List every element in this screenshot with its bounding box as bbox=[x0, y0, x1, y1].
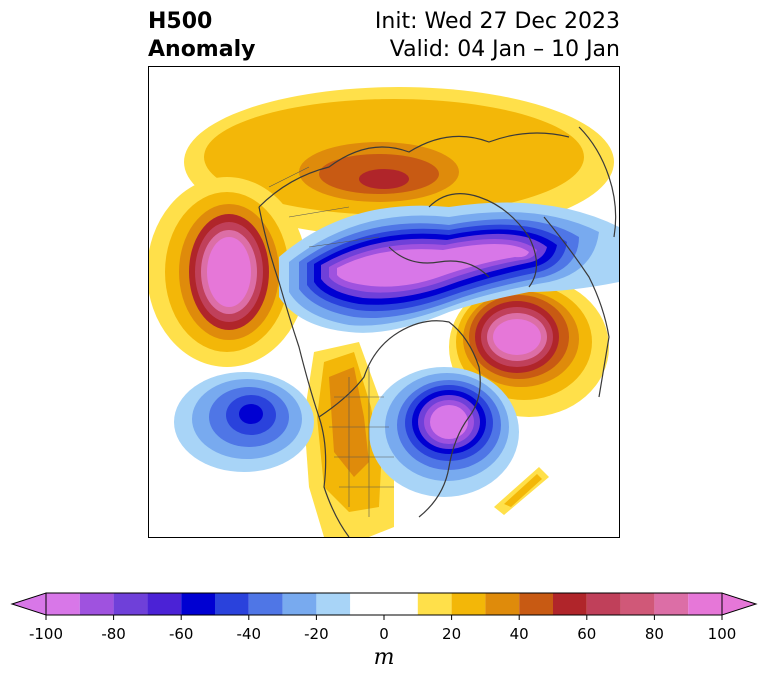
colorbar-segment bbox=[417, 593, 452, 615]
colorbar-segment bbox=[519, 593, 553, 615]
valid-range: Valid: 04 Jan – 10 Jan bbox=[389, 37, 620, 62]
init-time: Init: Wed 27 Dec 2023 bbox=[374, 9, 620, 34]
title-variable: H500 bbox=[148, 9, 213, 34]
trough-eastern-us bbox=[369, 367, 519, 497]
colorbar bbox=[10, 592, 758, 620]
ridge-pacific bbox=[149, 177, 307, 367]
colorbar-tick-label: -20 bbox=[304, 625, 329, 643]
ridge-streak-inner bbox=[504, 474, 542, 507]
colorbar-segment bbox=[113, 593, 148, 615]
colorbar-tick-label: 20 bbox=[442, 625, 462, 643]
title-field: Anomaly bbox=[148, 37, 256, 62]
colorbar-extend-high bbox=[721, 592, 758, 616]
state-borders bbox=[268, 166, 394, 517]
colorbar-tick-label: 80 bbox=[644, 625, 664, 643]
colorbar-segment bbox=[688, 593, 722, 615]
trough-polar bbox=[279, 202, 619, 333]
colorbar-tick-label: -60 bbox=[168, 625, 194, 643]
colorbar-segment bbox=[553, 593, 587, 615]
colorbar-segment bbox=[79, 593, 114, 615]
colorbar-segment bbox=[248, 593, 283, 615]
colorbar-segment bbox=[46, 593, 80, 615]
colorbar-tick-label: -80 bbox=[101, 625, 126, 643]
colorbar-segment bbox=[147, 593, 182, 615]
colorbar-segment bbox=[181, 593, 215, 615]
map-panel bbox=[148, 66, 620, 538]
trough-ne-pacific bbox=[174, 372, 314, 472]
colorbar-tick-label: 100 bbox=[707, 625, 737, 643]
colorbar-tick-label: -40 bbox=[236, 625, 262, 643]
colorbar-segment bbox=[282, 593, 317, 615]
colorbar-extend-low bbox=[10, 592, 47, 616]
colorbar-segment bbox=[215, 593, 249, 615]
colorbar-segment bbox=[451, 593, 486, 615]
colorbar-segment bbox=[586, 593, 621, 615]
colorbar-tick-label: 40 bbox=[509, 625, 529, 643]
colorbar-tick-label: -100 bbox=[28, 625, 64, 643]
map-subtitle: Init: Wed 27 Dec 2023 Valid: 04 Jan – 10… bbox=[375, 8, 620, 64]
anomaly-map bbox=[149, 87, 619, 537]
colorbar-units: m bbox=[373, 645, 395, 670]
coastlines bbox=[258, 126, 617, 537]
colorbar-segment bbox=[654, 593, 689, 615]
colorbar-segment bbox=[350, 593, 418, 615]
colorbar-tick-label: 60 bbox=[577, 625, 597, 643]
ridge-arctic bbox=[184, 87, 614, 237]
map-title: H500 Anomaly bbox=[148, 8, 255, 64]
colorbar-segment bbox=[316, 593, 351, 615]
colorbar-tick-label: 0 bbox=[379, 625, 389, 643]
colorbar-segment bbox=[620, 593, 655, 615]
colorbar-segment bbox=[485, 593, 520, 615]
